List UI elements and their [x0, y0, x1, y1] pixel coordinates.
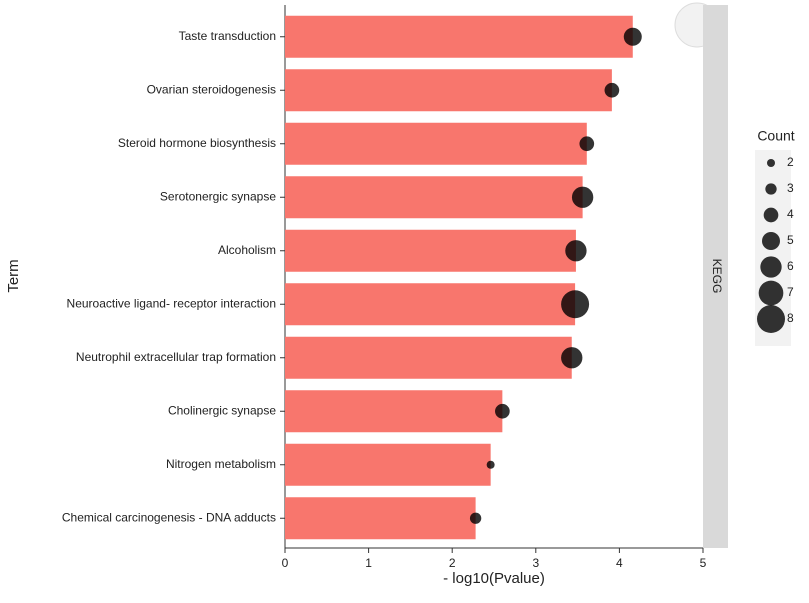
x-tick-label: 4 [616, 556, 623, 570]
legend-dot [767, 159, 775, 167]
y-tick-label: Chemical carcinogenesis - DNA adducts [62, 510, 276, 524]
x-tick-label: 0 [282, 556, 289, 570]
count-dot [579, 136, 595, 152]
legend-dot [758, 280, 784, 306]
y-tick-label: Serotonergic synapse [160, 189, 276, 203]
legend-dot [763, 207, 779, 223]
y-tick-label: Steroid hormone biosynthesis [118, 136, 276, 150]
legend-label: 2 [787, 155, 794, 169]
count-dot [495, 403, 510, 419]
y-tick-label: Taste transduction [179, 29, 276, 43]
bar [285, 69, 612, 112]
x-axis-title: - log10(Pvalue) [443, 570, 545, 587]
legend-label: 3 [787, 181, 794, 195]
count-dot [486, 460, 495, 469]
x-tick-label: 5 [700, 556, 707, 570]
x-tick-label: 1 [365, 556, 372, 570]
y-tick-label: Ovarian steroidogenesis [147, 82, 276, 96]
legend-dot [757, 305, 785, 333]
y-axis-title: Term [5, 259, 22, 292]
bar [285, 443, 491, 486]
facet-label: KEGG [710, 259, 724, 294]
count-dot [561, 347, 583, 369]
bar [285, 176, 583, 219]
bar [285, 229, 576, 272]
legend-label: 5 [787, 233, 794, 247]
y-tick-label: Neutrophil extracellular trap formation [76, 350, 276, 364]
legend-dot [762, 232, 780, 250]
bar [285, 15, 633, 58]
legend-label: 8 [787, 311, 794, 325]
legend-label: 7 [787, 285, 794, 299]
y-tick-label: Cholinergic synapse [168, 403, 276, 417]
count-dot [561, 290, 590, 319]
y-tick-label: Neuroactive ligand- receptor interaction [67, 296, 276, 310]
count-dot [571, 186, 594, 208]
x-tick-label: 2 [449, 556, 456, 570]
y-tick-label: Nitrogen metabolism [166, 457, 276, 471]
bar [285, 497, 476, 540]
count-dot [604, 82, 620, 98]
facet-strip [703, 5, 728, 548]
x-tick-label: 3 [532, 556, 539, 570]
legend-title: Count [757, 128, 794, 144]
legend-label: 4 [787, 207, 794, 221]
legend-dot [760, 256, 782, 278]
count-dot [623, 27, 642, 46]
bar [285, 390, 503, 433]
legend-dot [765, 183, 777, 195]
bar [285, 283, 576, 326]
legend-label: 6 [787, 259, 794, 273]
count-dot [565, 240, 587, 262]
count-dot [469, 512, 482, 524]
bar [285, 336, 572, 379]
y-tick-label: Alcoholism [218, 243, 276, 257]
bar [285, 122, 587, 165]
